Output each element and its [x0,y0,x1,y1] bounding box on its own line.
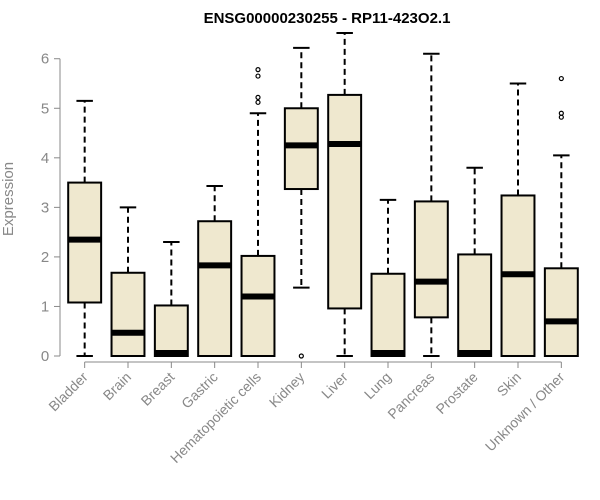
box-prostate [457,166,493,358]
boxes [67,31,579,359]
x-tick-label: Brain [100,369,134,403]
box-liver [327,31,363,357]
outlier-point [558,75,564,82]
outlier-point [298,353,304,359]
y-tick-label: 4 [41,150,49,167]
iqr-box [240,254,276,357]
x-tick-label: Gastric [178,369,221,412]
box-brain [110,206,146,358]
box-bladder [67,99,103,357]
y-tick-label: 5 [41,100,49,117]
iqr-box [283,107,319,191]
y-tick-label: 6 [41,51,49,68]
box-skin [500,82,536,357]
box-pancreas [413,52,449,357]
x-tick-label: Lung [361,369,394,402]
box-gastric [197,185,233,357]
x-tick-label: Skin [494,369,525,400]
box-breast [153,241,189,357]
iqr-box [457,253,493,358]
y-tick-label: 1 [41,298,49,315]
iqr-box [197,220,233,357]
y-axis-label: Expression [0,162,17,236]
iqr-box [110,271,146,358]
y-axis: 0 1 2 3 4 5 6 [41,51,61,365]
x-tick-label: Prostate [433,369,481,417]
box-lung [370,198,406,357]
box-unknown-other [543,75,579,357]
box-kidney [283,46,319,359]
iqr-box [327,93,363,310]
x-tick-label: Liver [318,369,351,402]
x-tick-label: Kidney [266,369,308,411]
chart-title: ENSG00000230255 - RP11-423O2.1 [204,10,451,27]
iqr-box [370,272,406,357]
box-hematopoietic-cells [240,67,276,357]
outlier-point [255,94,261,100]
y-tick-label: 0 [41,348,49,365]
outlier-point [255,73,261,79]
iqr-box [153,304,189,357]
iqr-box [413,200,449,319]
y-tick-label: 2 [41,249,49,266]
outlier-point [558,110,564,116]
y-tick-label: 3 [41,199,49,216]
x-tick-label: Bladder [45,369,91,415]
outlier-point [255,67,261,73]
outlier-point [255,99,261,105]
x-tick-label: Pancreas [384,369,437,422]
iqr-box [543,267,579,357]
x-tick-label: Unknown / Other [482,369,568,455]
x-tick-label: Breast [138,369,178,409]
